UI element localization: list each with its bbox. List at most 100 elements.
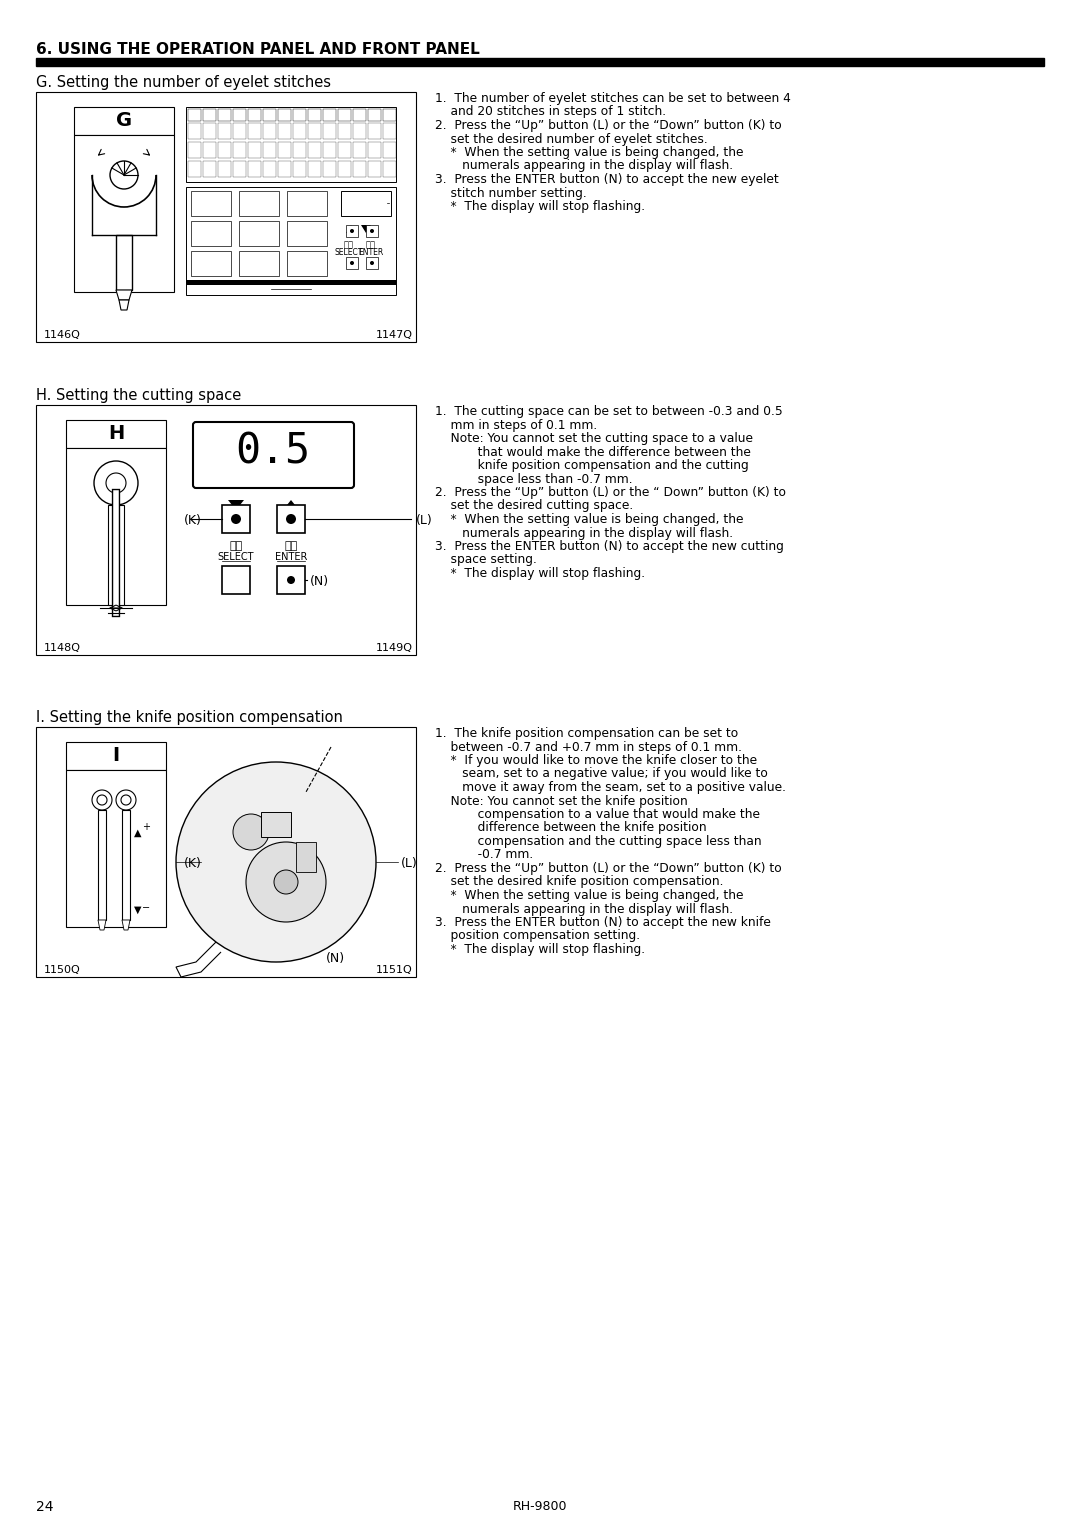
Text: compensation to a value that would make the: compensation to a value that would make …	[435, 808, 760, 821]
Bar	[188, 122, 201, 139]
Text: position compensation setting.: position compensation setting.	[435, 929, 640, 943]
Bar	[66, 743, 166, 770]
Bar	[186, 186, 396, 295]
Text: space less than -0.7 mm.: space less than -0.7 mm.	[435, 472, 633, 486]
Text: *  When the setting value is being changed, the: * When the setting value is being change…	[435, 147, 743, 159]
Text: I: I	[112, 746, 120, 766]
Bar	[264, 122, 276, 139]
Bar	[233, 108, 246, 121]
Bar	[287, 251, 327, 277]
Bar	[278, 122, 291, 139]
Bar	[66, 420, 166, 448]
Bar	[323, 108, 336, 121]
Text: 2.  Press the “Up” button (L) or the “ Down” button (K) to: 2. Press the “Up” button (L) or the “ Do…	[435, 486, 786, 500]
Bar	[308, 142, 321, 157]
Text: 6. USING THE OPERATION PANEL AND FRONT PANEL: 6. USING THE OPERATION PANEL AND FRONT P…	[36, 41, 480, 57]
Text: ENTER: ENTER	[359, 248, 383, 257]
Bar	[383, 122, 396, 139]
Text: difference between the knife position: difference between the knife position	[435, 822, 706, 834]
Bar	[346, 257, 357, 269]
Bar	[368, 108, 381, 121]
Bar	[353, 160, 366, 177]
Bar	[293, 108, 306, 121]
Bar	[186, 280, 396, 286]
Bar	[248, 122, 261, 139]
Text: numerals appearing in the display will flash.: numerals appearing in the display will f…	[435, 159, 733, 173]
Text: 1.  The knife position compensation can be set to: 1. The knife position compensation can b…	[435, 727, 739, 740]
Bar	[276, 565, 305, 594]
Bar	[218, 108, 231, 121]
Bar	[122, 810, 130, 920]
Bar	[383, 108, 396, 121]
Polygon shape	[228, 500, 244, 510]
Text: ENTER: ENTER	[274, 552, 307, 562]
Text: numerals appearing in the display will flash.: numerals appearing in the display will f…	[435, 903, 733, 915]
Bar	[346, 225, 357, 237]
Bar	[188, 142, 201, 157]
Bar	[191, 251, 231, 277]
Text: space setting.: space setting.	[435, 553, 537, 567]
Text: *  When the setting value is being changed, the: * When the setting value is being change…	[435, 513, 743, 526]
Bar	[323, 122, 336, 139]
Polygon shape	[122, 920, 130, 931]
Polygon shape	[283, 500, 299, 510]
Bar	[239, 251, 279, 277]
Bar	[366, 257, 378, 269]
Bar	[341, 191, 391, 215]
Circle shape	[233, 814, 269, 850]
Text: Note: You cannot set the knife position: Note: You cannot set the knife position	[435, 795, 688, 807]
Text: 1.  The cutting space can be set to between -0.3 and 0.5: 1. The cutting space can be set to betwe…	[435, 405, 783, 419]
Bar	[278, 108, 291, 121]
Text: 1.  The number of eyelet stitches can be set to between 4: 1. The number of eyelet stitches can be …	[435, 92, 791, 105]
Text: set the desired knife position compensation.: set the desired knife position compensat…	[435, 876, 724, 888]
Text: 1151Q: 1151Q	[376, 966, 413, 975]
Text: numerals appearing in the display will flash.: numerals appearing in the display will f…	[435, 527, 733, 539]
Bar	[368, 160, 381, 177]
Text: move it away from the seam, set to a positive value.: move it away from the seam, set to a pos…	[435, 781, 786, 795]
Bar	[368, 142, 381, 157]
Bar	[36, 92, 416, 342]
Text: 選択: 選択	[345, 240, 354, 249]
Bar	[233, 160, 246, 177]
Bar	[218, 142, 231, 157]
Bar	[36, 727, 416, 976]
Polygon shape	[98, 920, 106, 931]
Text: 設定: 設定	[284, 541, 298, 552]
Text: knife position compensation and the cutting: knife position compensation and the cutt…	[435, 458, 748, 472]
Bar	[36, 405, 416, 656]
Text: *  The display will stop flashing.: * The display will stop flashing.	[435, 567, 645, 581]
Bar	[366, 225, 378, 237]
Bar	[323, 142, 336, 157]
Text: 2.  Press the “Up” button (L) or the “Down” button (K) to: 2. Press the “Up” button (L) or the “Dow…	[435, 119, 782, 131]
Bar	[308, 122, 321, 139]
Bar	[293, 160, 306, 177]
Circle shape	[274, 869, 298, 894]
Bar	[233, 142, 246, 157]
Circle shape	[370, 261, 374, 264]
Text: that would make the difference between the: that would make the difference between t…	[435, 446, 751, 458]
Text: (K): (K)	[184, 857, 202, 869]
Text: 3.  Press the ENTER button (N) to accept the new knife: 3. Press the ENTER button (N) to accept …	[435, 915, 771, 929]
Circle shape	[246, 842, 326, 921]
Bar	[353, 122, 366, 139]
Circle shape	[231, 513, 241, 524]
FancyBboxPatch shape	[193, 422, 354, 487]
Text: 3.  Press the ENTER button (N) to accept the new cutting: 3. Press the ENTER button (N) to accept …	[435, 539, 784, 553]
Bar	[222, 504, 249, 533]
Bar	[239, 191, 279, 215]
Text: SELECT: SELECT	[335, 248, 363, 257]
Text: 1148Q: 1148Q	[44, 643, 81, 652]
Bar	[188, 160, 201, 177]
Bar	[308, 160, 321, 177]
Bar	[338, 142, 351, 157]
Bar	[203, 122, 216, 139]
Bar	[264, 160, 276, 177]
Bar	[276, 504, 305, 533]
Circle shape	[287, 576, 295, 584]
Text: compensation and the cutting space less than: compensation and the cutting space less …	[435, 834, 761, 848]
Bar	[383, 142, 396, 157]
Text: *  The display will stop flashing.: * The display will stop flashing.	[435, 200, 645, 212]
Polygon shape	[346, 225, 356, 232]
Text: (N): (N)	[326, 952, 346, 966]
Text: H. Setting the cutting space: H. Setting the cutting space	[36, 388, 241, 403]
